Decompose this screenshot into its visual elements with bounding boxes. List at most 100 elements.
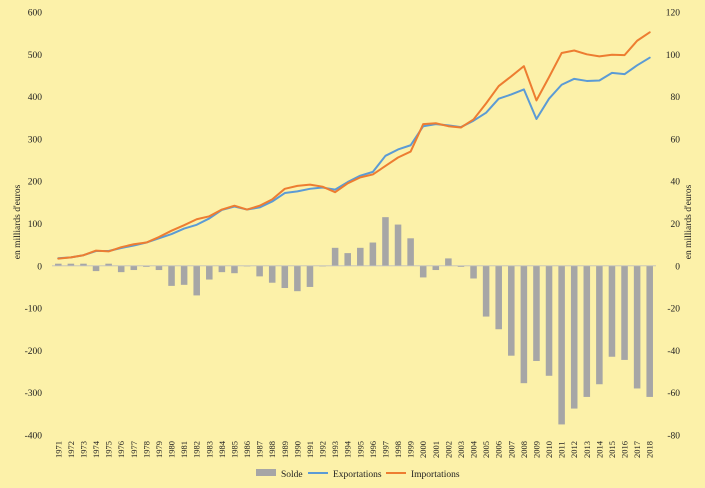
y-tick-right: 20 bbox=[671, 220, 681, 230]
x-tick-label: 2018 bbox=[645, 441, 655, 458]
x-tick-label: 1986 bbox=[242, 441, 252, 458]
x-tick-label: 1988 bbox=[267, 441, 277, 458]
y-tick-left: 100 bbox=[28, 220, 43, 230]
x-tick-label: 2017 bbox=[632, 441, 642, 458]
solde-bar bbox=[495, 265, 502, 330]
x-tick-label: 2010 bbox=[544, 441, 554, 458]
y-tick-left: 400 bbox=[28, 93, 43, 103]
x-tick-label: 1993 bbox=[330, 441, 340, 458]
legend: Solde Exportations Importations bbox=[256, 469, 460, 480]
y-axis-left-title: en milliards d'euros bbox=[13, 184, 23, 259]
x-tick-label: 1975 bbox=[104, 441, 114, 458]
y-tick-left: 300 bbox=[28, 135, 43, 145]
x-tick-label: 2016 bbox=[620, 441, 630, 458]
solde-bar bbox=[633, 265, 641, 389]
y-axis-left: 600 500 400 300 200 100 0 -100 -200 -300 -400 bbox=[25, 9, 43, 442]
y-tick-right: -40 bbox=[667, 347, 680, 357]
x-tick-label: 1982 bbox=[192, 441, 202, 458]
y-tick-right: -20 bbox=[667, 305, 680, 315]
x-tick-label: 1985 bbox=[229, 441, 239, 458]
x-tick-label: 1974 bbox=[91, 440, 101, 458]
solde-bar bbox=[331, 247, 339, 266]
solde-bar bbox=[155, 265, 163, 271]
x-tick-label: 1973 bbox=[78, 441, 88, 458]
importations-line bbox=[57, 31, 651, 260]
solde-bar bbox=[558, 265, 565, 425]
solde-bar bbox=[520, 265, 528, 384]
y-tick-right: 100 bbox=[666, 51, 681, 61]
x-tick-label: 2013 bbox=[582, 441, 592, 458]
solde-bar bbox=[55, 263, 62, 266]
y-tick-left: -400 bbox=[25, 432, 43, 442]
solde-bar bbox=[583, 265, 591, 397]
legend-solde-label: Solde bbox=[281, 470, 303, 480]
x-tick-label: 2012 bbox=[569, 441, 579, 458]
solde-bar bbox=[432, 265, 440, 271]
x-tick-label: 1981 bbox=[179, 441, 189, 458]
x-tick-label: 1992 bbox=[318, 441, 328, 458]
x-tick-label: 1995 bbox=[355, 441, 365, 458]
x-tick-label: 1983 bbox=[204, 441, 214, 458]
x-tick-label: 2009 bbox=[531, 441, 541, 458]
x-tick-label: 2007 bbox=[506, 441, 516, 458]
solde-bar bbox=[419, 265, 427, 278]
y-tick-right: 0 bbox=[675, 262, 680, 272]
x-tick-label: 2000 bbox=[418, 441, 428, 458]
solde-bar bbox=[117, 265, 125, 273]
solde-bar bbox=[180, 265, 188, 285]
solde-bar bbox=[281, 265, 289, 289]
x-tick-label: 2001 bbox=[431, 441, 441, 458]
y-tick-left: -200 bbox=[25, 347, 43, 357]
x-tick-label: 1971 bbox=[53, 441, 63, 458]
x-tick-label: 1994 bbox=[343, 440, 353, 458]
y-tick-left: -100 bbox=[25, 305, 43, 315]
solde-bar bbox=[80, 263, 87, 266]
y-tick-right: 40 bbox=[671, 178, 681, 188]
y-tick-right: 60 bbox=[671, 135, 681, 145]
y-tick-right: 120 bbox=[666, 9, 681, 19]
y-tick-left: 500 bbox=[28, 51, 43, 61]
y-tick-right: -60 bbox=[667, 389, 680, 399]
x-tick-label: 1978 bbox=[141, 441, 151, 458]
x-tick-label: 1990 bbox=[292, 441, 302, 458]
x-tick-label: 1991 bbox=[305, 441, 315, 458]
solde-bar bbox=[570, 265, 578, 409]
legend-solde-swatch bbox=[256, 469, 276, 476]
solde-bar bbox=[344, 253, 351, 266]
solde-bar bbox=[105, 263, 112, 266]
solde-bar bbox=[193, 265, 200, 296]
solde-bar bbox=[218, 265, 226, 273]
x-tick-label: 2002 bbox=[443, 441, 453, 458]
solde-bar bbox=[294, 265, 301, 292]
x-tick-label: 2004 bbox=[469, 440, 479, 458]
solde-bar bbox=[130, 265, 138, 271]
solde-bar bbox=[646, 265, 653, 397]
x-tick-label: 1999 bbox=[406, 441, 416, 458]
y-tick-right: 80 bbox=[671, 93, 681, 103]
x-tick-label: 2008 bbox=[519, 441, 529, 458]
y-axis-right-title: en milliards d'euros bbox=[684, 184, 694, 259]
x-tick-label: 1998 bbox=[393, 441, 403, 458]
legend-exportations-label: Exportations bbox=[333, 470, 382, 480]
solde-bar bbox=[407, 238, 414, 266]
y-tick-left: -300 bbox=[25, 389, 43, 399]
solde-bar bbox=[206, 265, 213, 280]
solde-bar bbox=[231, 265, 238, 274]
solde-bar bbox=[382, 217, 389, 266]
solde-bar bbox=[608, 265, 616, 357]
solde-bar bbox=[67, 263, 75, 266]
solde-bar bbox=[545, 265, 553, 376]
legend-importations-label: Importations bbox=[411, 470, 460, 480]
x-tick-label: 1980 bbox=[167, 441, 177, 458]
x-tick-label: 2005 bbox=[481, 441, 491, 458]
solde-bar bbox=[482, 265, 490, 317]
solde-bar bbox=[508, 265, 515, 356]
solde-bar bbox=[168, 265, 175, 286]
x-tick-label: 1976 bbox=[116, 441, 126, 458]
x-tick-label: 1979 bbox=[154, 441, 164, 458]
y-tick-left: 600 bbox=[28, 9, 43, 19]
x-tick-label: 1987 bbox=[255, 441, 265, 458]
x-axis: 1971 1972 1973 1974 1975 1976 1977 1978 1979 1980… bbox=[53, 440, 654, 458]
solde-bar bbox=[596, 265, 603, 385]
